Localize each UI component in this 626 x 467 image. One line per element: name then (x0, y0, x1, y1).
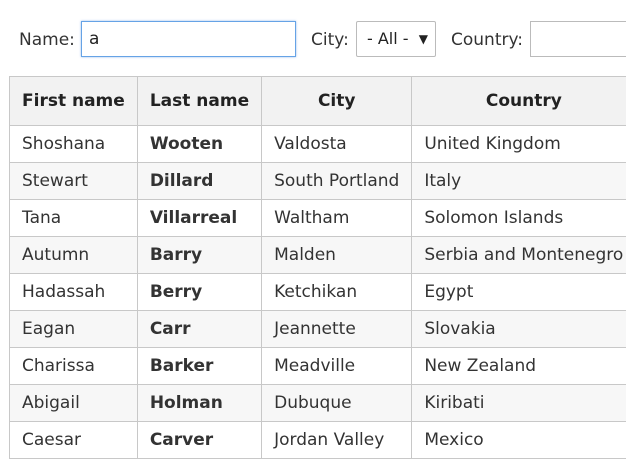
people-table: First name Last name City Country Shosha… (9, 76, 626, 459)
city-cell: Malden (261, 236, 413, 274)
first-name-cell: Shoshana (9, 125, 138, 163)
city-cell: Valdosta (261, 125, 413, 163)
city-filter-label: City: (311, 30, 349, 50)
first-name-cell: Eagan (9, 310, 138, 348)
last-name-cell: Carver (136, 421, 263, 459)
table-row: Caesar Carver Jordan Valley Mexico (9, 421, 626, 459)
first-name-cell: Autumn (9, 236, 138, 274)
last-name-cell: Barker (136, 347, 263, 385)
country-cell: Solomon Islands (411, 199, 626, 237)
table-row: Hadassah Berry Ketchikan Egypt (9, 273, 626, 311)
country-cell: Egypt (411, 273, 626, 311)
first-name-cell: Abigail (9, 384, 138, 422)
dropdown-arrow-icon: ▼ (418, 32, 428, 46)
country-cell: New Zealand (411, 347, 626, 385)
last-name-cell: Barry (136, 236, 263, 274)
country-cell: Italy (411, 162, 626, 200)
last-name-cell: Berry (136, 273, 263, 311)
last-name-cell: Wooten (136, 125, 263, 163)
column-header-country[interactable]: Country (411, 76, 626, 126)
last-name-cell: Villarreal (136, 199, 263, 237)
city-filter-select[interactable]: - All - ▼ (356, 21, 436, 57)
city-cell: Jeannette (261, 310, 413, 348)
first-name-cell: Stewart (9, 162, 138, 200)
column-header-city[interactable]: City (261, 76, 413, 126)
name-filter-input[interactable] (81, 21, 296, 57)
city-cell: South Portland (261, 162, 413, 200)
table-row: Tana Villarreal Waltham Solomon Islands (9, 199, 626, 237)
table-row: Charissa Barker Meadville New Zealand (9, 347, 626, 385)
country-cell: Slovakia (411, 310, 626, 348)
column-header-last-name[interactable]: Last name (136, 76, 263, 126)
table-row: Shoshana Wooten Valdosta United Kingdom (9, 125, 626, 163)
table-header-row: First name Last name City Country (9, 76, 626, 126)
country-cell: Kiribati (411, 384, 626, 422)
city-cell: Waltham (261, 199, 413, 237)
last-name-cell: Carr (136, 310, 263, 348)
table-row: Abigail Holman Dubuque Kiribati (9, 384, 626, 422)
filter-bar: Name: City: - All - ▼ Country: (0, 0, 626, 76)
table-row: Autumn Barry Malden Serbia and Montenegr… (9, 236, 626, 274)
city-cell: Ketchikan (261, 273, 413, 311)
column-header-first-name[interactable]: First name (9, 76, 138, 126)
country-filter-input[interactable] (530, 21, 626, 57)
first-name-cell: Tana (9, 199, 138, 237)
last-name-cell: Dillard (136, 162, 263, 200)
country-cell: Serbia and Montenegro (411, 236, 626, 274)
first-name-cell: Hadassah (9, 273, 138, 311)
city-cell: Dubuque (261, 384, 413, 422)
country-cell: United Kingdom (411, 125, 626, 163)
country-cell: Mexico (411, 421, 626, 459)
city-cell: Meadville (261, 347, 413, 385)
name-filter-label: Name: (19, 30, 75, 50)
last-name-cell: Holman (136, 384, 263, 422)
city-cell: Jordan Valley (261, 421, 413, 459)
first-name-cell: Charissa (9, 347, 138, 385)
table-row: Stewart Dillard South Portland Italy (9, 162, 626, 200)
first-name-cell: Caesar (9, 421, 138, 459)
city-filter-selected-value: - All - (367, 29, 409, 48)
table-row: Eagan Carr Jeannette Slovakia (9, 310, 626, 348)
country-filter-label: Country: (451, 30, 524, 50)
